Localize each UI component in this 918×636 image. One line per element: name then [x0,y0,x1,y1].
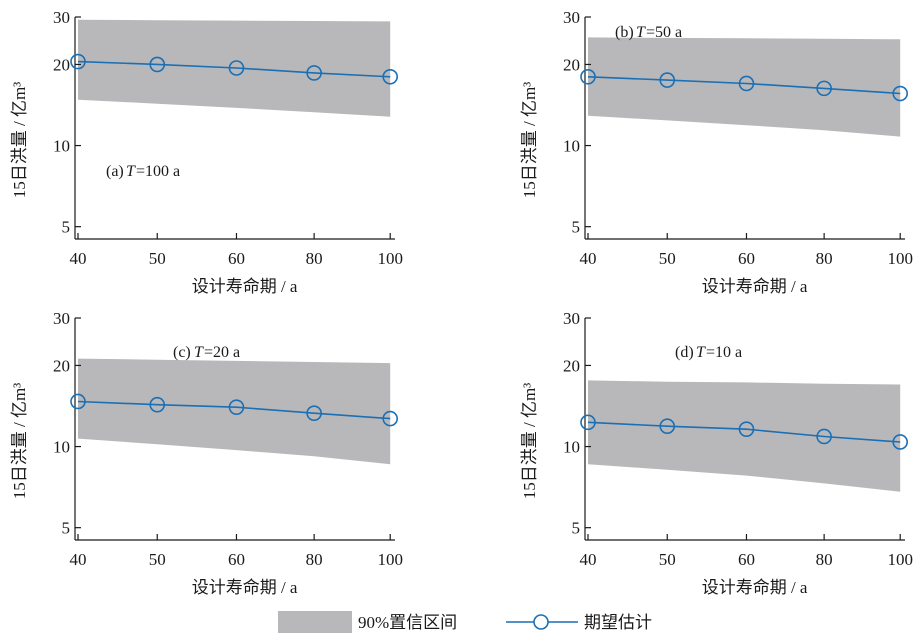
panel-label-prefix: (b) [615,24,634,41]
x-tick-label: 80 [306,249,323,268]
expected-line [77,400,391,420]
x-tick-label: 60 [738,550,755,569]
x-tick-label: 80 [816,249,833,268]
y-tick-label: 10 [563,438,580,457]
y-tick-label: 10 [53,137,70,156]
expected-point [70,53,86,70]
x-tick-label: 80 [816,550,833,569]
x-tick-label: 50 [659,249,676,268]
x-tick-label: 50 [149,249,166,268]
expected-point [580,68,596,85]
expected-point [228,60,245,76]
expected-point [306,65,322,81]
expected-point [738,75,755,92]
x-tick-label: 100 [887,550,913,569]
x-tick-label: 40 [70,249,87,268]
y-tick-label: 5 [62,519,71,538]
y-axis-title: 15日洪量 / 亿m³ [520,383,539,500]
y-axis-title: 15日洪量 / 亿m³ [520,82,539,199]
legend-band-label: 90%置信区间 [358,613,457,632]
y-tick-label: 30 [53,8,70,27]
expected-point [580,414,596,431]
y-tick-label: 20 [563,55,580,74]
panel-label: (b) T =50 a [615,24,682,41]
panel-label-prefix: (d) [675,344,694,361]
y-tick-label: 20 [53,55,70,74]
expected-point [659,72,676,88]
x-tick-label: 40 [580,249,597,268]
expected-point [149,396,166,413]
expected-point [382,410,399,427]
x-tick-label: 60 [228,249,245,268]
expected-point [659,418,676,435]
panels: 5 10 20 30 40 50 60 80 100 设计寿命期 / a 15日洪量 / 亿m³ (a… [10,8,913,597]
legend-marker-swatch [533,614,549,630]
expected-point [228,399,245,415]
panel-d: 5 10 20 30 40 50 60 80 100 设计寿命期 / a 15日洪量 / 亿m³ (d… [520,309,913,597]
panel-label-symbol: T [696,344,706,361]
y-tick-label: 30 [563,8,580,27]
expected-point [892,85,909,102]
y-tick-label: 20 [563,356,580,375]
panel-label-value: =50 a [646,24,682,41]
x-axis-title: 设计寿命期 / a [192,277,298,296]
x-tick-label: 60 [228,550,245,569]
expected-point [70,393,86,410]
y-tick-label: 10 [53,438,70,457]
expected-point [816,428,832,445]
confidence-band [588,37,901,137]
y-axis-title: 15日洪量 / 亿m³ [10,383,29,500]
expected-point [738,421,755,437]
panel-label-symbol: T [194,344,204,361]
y-tick-label: 20 [53,356,70,375]
confidence-band [78,358,391,465]
expected-point [892,434,909,450]
x-tick-label: 100 [377,550,403,569]
expected-line [587,76,901,95]
x-tick-label: 40 [580,550,597,569]
panel-c: 5 10 20 30 40 50 60 80 100 设计寿命期 / a 15日洪量 / 亿m³ (c… [10,309,403,597]
x-axis-title: 设计寿命期 / a [702,578,808,597]
expected-line [587,421,901,443]
y-axis-title: 15日洪量 / 亿m³ [10,82,29,199]
expected-point [382,68,399,85]
expected-point [149,56,166,73]
legend-band-swatch [278,611,352,633]
panel-label-symbol: T [636,24,646,41]
x-tick-label: 100 [377,249,403,268]
x-axis-title: 设计寿命期 / a [192,578,298,597]
panel-a: 5 10 20 30 40 50 60 80 100 设计寿命期 / a 15日洪量 / 亿m³ (a… [10,8,403,296]
y-tick-label: 5 [62,218,71,237]
legend-line-label: 期望估计 [584,613,652,632]
y-tick-label: 10 [563,137,580,156]
panel-label: (a) T =100 a [106,163,180,180]
x-tick-label: 80 [306,550,323,569]
x-tick-label: 40 [70,550,87,569]
expected-line [77,60,391,78]
expected-point [816,80,832,97]
panel-label-prefix: (a) [106,163,124,180]
y-tick-label: 5 [572,218,581,237]
panel-label-symbol: T [126,163,136,180]
panel-label-value: =100 a [136,163,180,180]
legend: 90%置信区间 期望估计 [278,611,652,633]
panel-label-value: =10 a [706,344,742,361]
y-tick-label: 5 [572,519,581,538]
x-tick-label: 100 [887,249,913,268]
panel-b: 5 10 20 30 40 50 60 80 100 设计寿命期 / a 15日洪量 / 亿m³ (b… [520,8,913,296]
x-tick-label: 50 [149,550,166,569]
y-tick-label: 30 [53,309,70,328]
x-tick-label: 50 [659,550,676,569]
x-axis-title: 设计寿命期 / a [702,277,808,296]
panel-label-value: =20 a [204,344,240,361]
panel-label-prefix: (c) [173,344,191,361]
x-tick-label: 60 [738,249,755,268]
y-tick-label: 30 [563,309,580,328]
panel-label: (d) T =10 a [675,344,742,361]
panel-label: (c) T =20 a [173,344,240,361]
expected-point [306,405,322,421]
